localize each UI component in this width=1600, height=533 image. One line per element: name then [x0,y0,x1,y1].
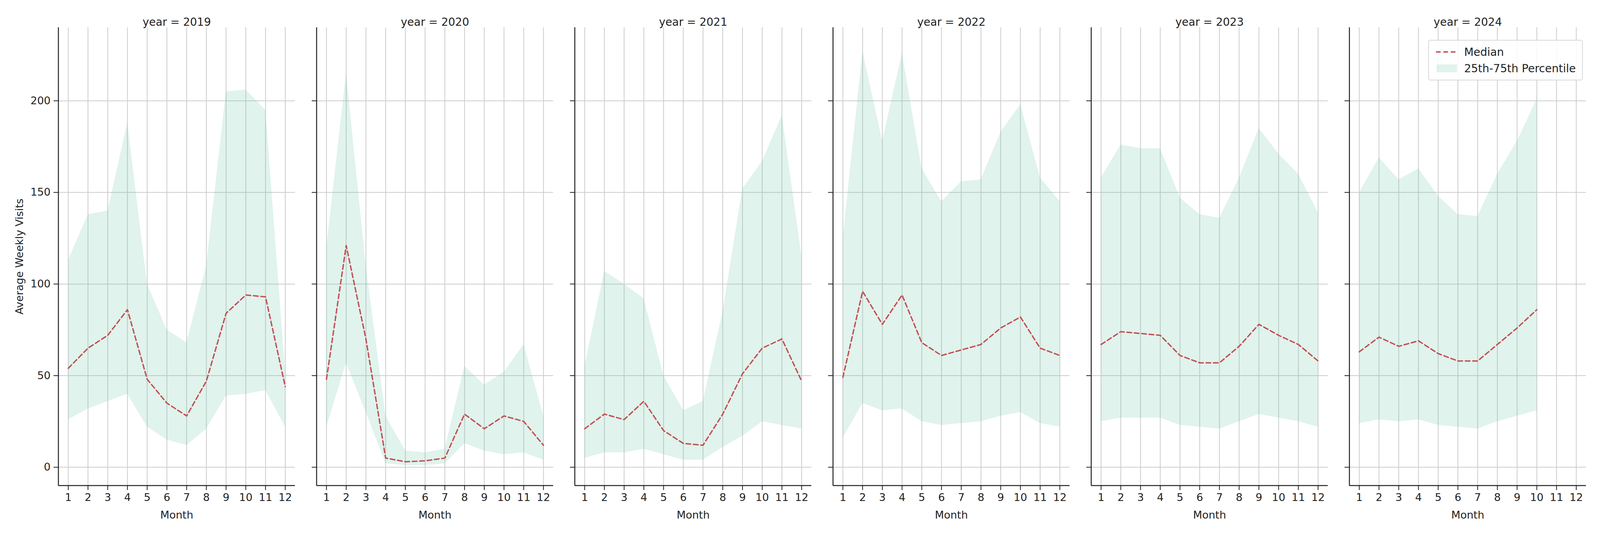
svg-text:5: 5 [918,491,925,504]
svg-text:1: 1 [323,491,330,504]
svg-text:10: 10 [497,491,511,504]
svg-text:8: 8 [977,491,985,504]
svg-text:1: 1 [839,491,847,504]
svg-text:Average Weekly Visits: Average Weekly Visits [13,198,26,315]
svg-text:11: 11 [1550,491,1564,504]
svg-text:100: 100 [30,277,51,290]
svg-text:10: 10 [755,491,769,504]
svg-text:3: 3 [878,491,886,504]
svg-text:year = 2022: year = 2022 [917,15,986,29]
svg-text:year = 2020: year = 2020 [400,15,470,29]
svg-text:year = 2019: year = 2019 [142,15,211,29]
svg-text:8: 8 [203,491,210,504]
svg-text:3: 3 [362,491,370,504]
svg-text:9: 9 [997,491,1004,504]
svg-text:7: 7 [699,491,707,504]
svg-text:1: 1 [1097,491,1105,504]
svg-text:5: 5 [143,491,151,504]
svg-text:2: 2 [1117,491,1125,504]
svg-text:5: 5 [660,491,667,504]
svg-text:5: 5 [1176,491,1184,504]
svg-text:12: 12 [536,491,550,504]
svg-text:3: 3 [1137,491,1144,504]
svg-text:4: 4 [640,491,648,504]
svg-text:6: 6 [1454,491,1462,504]
svg-text:7: 7 [183,491,190,504]
svg-text:5: 5 [1434,491,1442,504]
svg-text:9: 9 [739,491,746,504]
svg-text:1: 1 [581,491,588,504]
svg-text:7: 7 [1216,491,1223,504]
svg-text:8: 8 [1235,491,1243,504]
svg-text:1: 1 [64,491,72,504]
svg-text:6: 6 [421,491,429,504]
svg-text:12: 12 [278,491,292,504]
html-text:Median: Median [1464,45,1504,59]
svg-text:2: 2 [342,491,350,504]
svg-text:5: 5 [401,491,409,504]
svg-text:Month: Month [160,508,194,522]
svg-text:8: 8 [719,491,727,504]
svg-text:12: 12 [794,491,809,504]
svg-text:2: 2 [601,491,608,504]
svg-text:6: 6 [1196,491,1204,504]
svg-text:8: 8 [1494,491,1501,504]
svg-text:7: 7 [957,491,965,504]
svg-text:6: 6 [680,491,687,504]
svg-text:year = 2021: year = 2021 [658,15,728,29]
svg-text:200: 200 [30,94,51,107]
svg-text:2: 2 [1375,491,1383,504]
svg-text:3: 3 [1395,491,1402,504]
svg-text:year = 2024: year = 2024 [1433,15,1502,29]
svg-text:9: 9 [1255,491,1263,504]
svg-text:4: 4 [1415,491,1422,504]
svg-text:4: 4 [124,491,131,504]
svg-text:11: 11 [517,491,531,504]
svg-text:7: 7 [1474,491,1481,504]
svg-text:10: 10 [1013,491,1027,504]
html-text:25th-75th Percentile: 25th-75th Percentile [1464,61,1576,75]
svg-text:0: 0 [43,460,51,474]
svg-text:4: 4 [1157,491,1164,504]
svg-text:11: 11 [1291,491,1306,504]
svg-text:9: 9 [1513,491,1521,504]
svg-text:50: 50 [37,369,51,382]
svg-text:Month: Month [1451,508,1485,522]
svg-text:Month: Month [934,508,968,522]
svg-text:10: 10 [1271,491,1286,504]
svg-text:150: 150 [30,185,51,199]
svg-text:2: 2 [84,491,92,504]
svg-text:Month: Month [1192,508,1227,522]
svg-text:1: 1 [1355,491,1363,504]
svg-text:4: 4 [898,491,906,504]
svg-text:9: 9 [222,491,230,504]
svg-text:6: 6 [163,491,171,504]
svg-text:11: 11 [775,491,789,504]
svg-text:12: 12 [1311,491,1325,504]
svg-text:8: 8 [461,491,468,504]
svg-text:3: 3 [104,491,111,504]
svg-text:Month: Month [676,508,710,522]
svg-text:9: 9 [480,491,488,504]
svg-text:11: 11 [1033,491,1047,504]
svg-text:6: 6 [938,491,945,504]
svg-text:Month: Month [418,508,452,522]
svg-text:10: 10 [1530,491,1544,504]
svg-text:12: 12 [1053,491,1067,504]
svg-text:3: 3 [620,491,628,504]
svg-text:year = 2023: year = 2023 [1175,15,1244,29]
svg-text:2: 2 [859,491,867,504]
svg-text:7: 7 [441,491,449,504]
svg-text:11: 11 [258,491,273,504]
svg-text:4: 4 [382,491,390,504]
svg-text:12: 12 [1569,491,1583,504]
svg-text:10: 10 [239,491,253,504]
